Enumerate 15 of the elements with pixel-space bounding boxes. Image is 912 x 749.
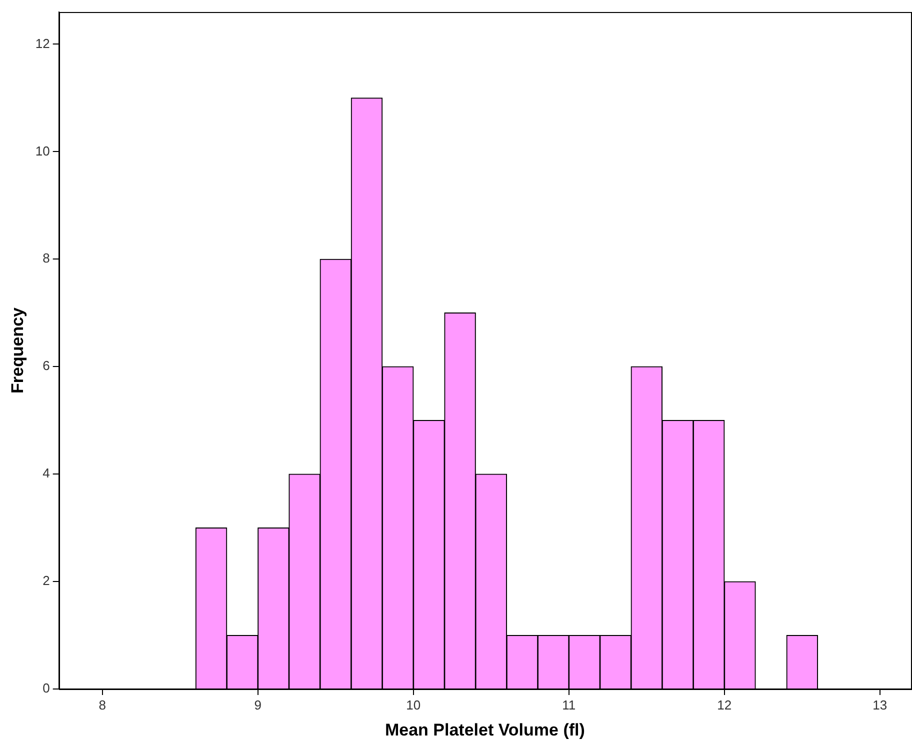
y-tick-label: 2	[42, 573, 50, 588]
y-tick-label: 0	[42, 680, 50, 696]
x-axis-title: Mean Platelet Volume (fl)	[384, 720, 585, 740]
x-tick-label: 9	[254, 697, 262, 712]
y-tick-label: 8	[42, 250, 50, 266]
x-tick-label: 13	[872, 697, 888, 712]
y-tick-label: 4	[42, 466, 50, 481]
x-tick-label: 10	[406, 697, 421, 712]
x-tick-label: 12	[717, 697, 732, 712]
y-axis-title: Frequency	[8, 306, 27, 394]
x-tick-label: 11	[562, 697, 576, 712]
y-tick-label: 12	[35, 36, 50, 51]
y-tick-label: 10	[35, 143, 50, 158]
y-tick-label: 6	[42, 358, 50, 374]
x-tick-label: 8	[98, 697, 106, 712]
